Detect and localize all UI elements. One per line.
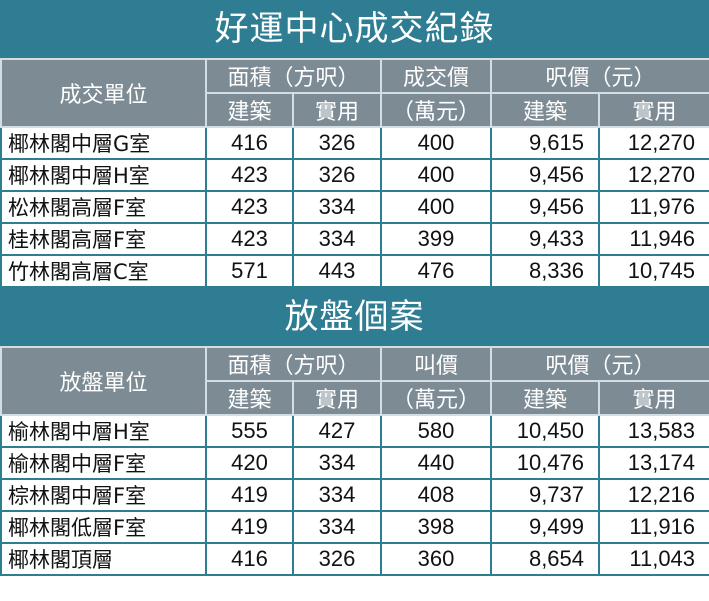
section-title: 放盤個案 [0,288,709,346]
gross-psf-cell: 10,476 [490,446,601,480]
saleable-psf-cell: 11,043 [598,542,709,576]
saleable-area-cell: 334 [291,190,383,224]
header-saleable-area: 實用 [291,92,383,128]
table-row: 竹林閣高層C室 571 443 476 8,336 10,745 [0,254,709,288]
table-row: 椰林閣低層F室 419 334 398 9,499 11,916 [0,510,709,544]
gross-area-cell: 416 [205,542,294,576]
gross-area-cell: 419 [205,478,294,512]
header-gross-area: 建築 [205,380,294,416]
saleable-psf-cell: 13,174 [598,446,709,480]
price-cell: 400 [380,126,493,160]
gross-psf-cell: 9,499 [490,510,601,544]
header-psf: 呎價（元） [490,346,709,382]
data-table: 成交單位 面積（方呎） 成交價 呎價（元） 建築 實用 （萬元） 建築 實用 椰… [0,58,709,288]
saleable-psf-cell: 12,216 [598,478,709,512]
gross-psf-cell: 10,450 [490,414,601,448]
table-row: 桂林閣高層F室 423 334 399 9,433 11,946 [0,222,709,256]
gross-area-cell: 555 [205,414,294,448]
table-row: 榆林閣中層H室 555 427 580 10,450 13,583 [0,414,709,448]
gross-psf-cell: 9,456 [490,158,601,192]
header-price: 叫價 [380,346,493,382]
gross-psf-cell: 9,737 [490,478,601,512]
saleable-area-cell: 326 [291,126,383,160]
section-title: 好運中心成交紀錄 [0,0,709,58]
saleable-psf-cell: 10,745 [598,254,709,288]
table-row: 松林閣高層F室 423 334 400 9,456 11,976 [0,190,709,224]
saleable-psf-cell: 12,270 [598,126,709,160]
header-saleable-psf: 實用 [598,92,709,128]
unit-cell: 桂林閣高層F室 [0,222,207,256]
table-row: 榆林閣中層F室 420 334 440 10,476 13,174 [0,446,709,480]
header-gross-area: 建築 [205,92,294,128]
gross-area-cell: 423 [205,190,294,224]
header-gross-psf: 建築 [490,92,601,128]
unit-cell: 松林閣高層F室 [0,190,207,224]
price-cell: 360 [380,542,493,576]
saleable-area-cell: 427 [291,414,383,448]
unit-cell: 椰林閣頂層 [0,542,207,576]
saleable-psf-cell: 13,583 [598,414,709,448]
unit-cell: 椰林閣低層F室 [0,510,207,544]
header-price-unit: （萬元） [380,92,493,128]
saleable-area-cell: 326 [291,158,383,192]
price-cell: 580 [380,414,493,448]
price-cell: 398 [380,510,493,544]
price-cell: 399 [380,222,493,256]
header-price: 成交價 [380,58,493,94]
header-unit: 放盤單位 [0,346,207,416]
gross-psf-cell: 8,336 [490,254,601,288]
gross-psf-cell: 9,456 [490,190,601,224]
unit-cell: 椰林閣中層H室 [0,158,207,192]
gross-area-cell: 419 [205,510,294,544]
gross-psf-cell: 9,615 [490,126,601,160]
saleable-area-cell: 334 [291,478,383,512]
saleable-psf-cell: 11,976 [598,190,709,224]
price-cell: 440 [380,446,493,480]
saleable-area-cell: 443 [291,254,383,288]
saleable-area-cell: 326 [291,542,383,576]
gross-area-cell: 423 [205,222,294,256]
price-cell: 408 [380,478,493,512]
table-row: 椰林閣中層G室 416 326 400 9,615 12,270 [0,126,709,160]
gross-area-cell: 423 [205,158,294,192]
header-saleable-psf: 實用 [598,380,709,416]
unit-cell: 棕林閣中層F室 [0,478,207,512]
unit-cell: 竹林閣高層C室 [0,254,207,288]
saleable-psf-cell: 11,946 [598,222,709,256]
header-area: 面積（方呎） [204,346,383,382]
unit-cell: 榆林閣中層F室 [0,446,207,480]
saleable-area-cell: 334 [291,446,383,480]
gross-area-cell: 420 [205,446,294,480]
price-cell: 400 [380,190,493,224]
header-price-unit: （萬元） [380,380,493,416]
table-row: 椰林閣中層H室 423 326 400 9,456 12,270 [0,158,709,192]
saleable-psf-cell: 11,916 [598,510,709,544]
gross-psf-cell: 8,654 [490,542,601,576]
table-row: 椰林閣頂層 416 326 360 8,654 11,043 [0,542,709,576]
gross-psf-cell: 9,433 [490,222,601,256]
saleable-psf-cell: 12,270 [598,158,709,192]
price-cell: 476 [380,254,493,288]
price-cell: 400 [380,158,493,192]
table-row: 棕林閣中層F室 419 334 408 9,737 12,216 [0,478,709,512]
header-psf: 呎價（元） [490,58,709,94]
saleable-area-cell: 334 [291,222,383,256]
unit-cell: 榆林閣中層H室 [0,414,207,448]
data-table: 放盤單位 面積（方呎） 叫價 呎價（元） 建築 實用 （萬元） 建築 實用 榆林… [0,346,709,576]
header-saleable-area: 實用 [291,380,383,416]
header-gross-psf: 建築 [490,380,601,416]
header-area: 面積（方呎） [204,58,383,94]
unit-cell: 椰林閣中層G室 [0,126,207,160]
saleable-area-cell: 334 [291,510,383,544]
gross-area-cell: 416 [205,126,294,160]
gross-area-cell: 571 [205,254,294,288]
header-unit: 成交單位 [0,58,207,128]
